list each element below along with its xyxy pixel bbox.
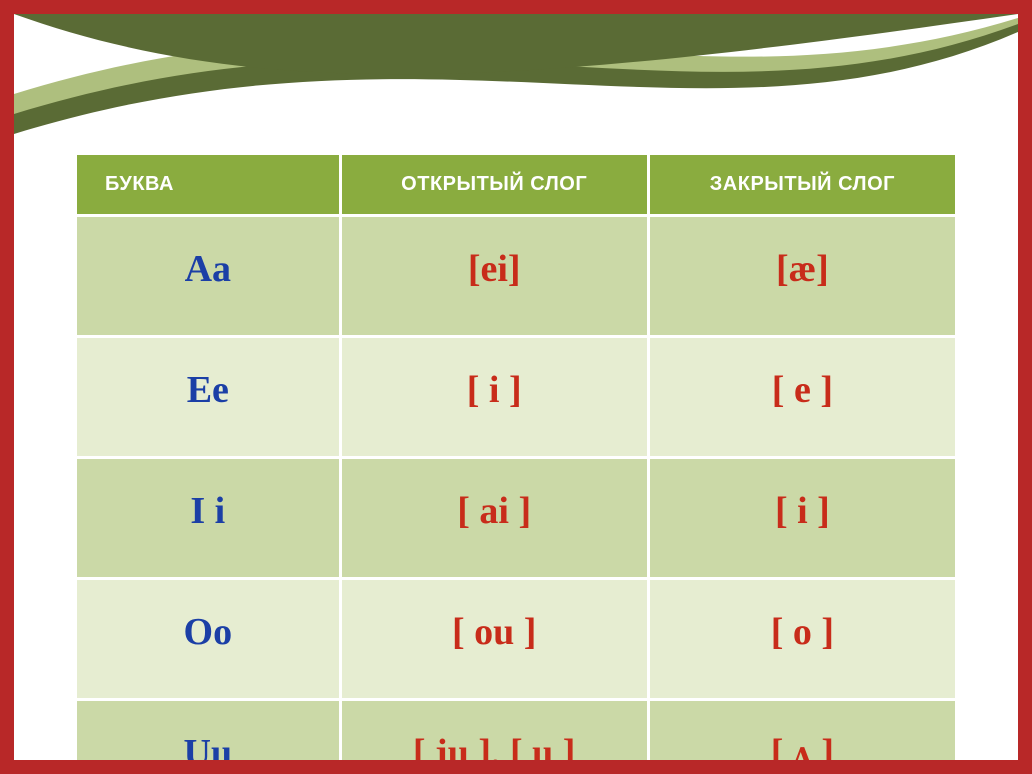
cell-closed: [ ʌ ]: [650, 701, 955, 774]
table-row: Oo [ ou ] [ o ]: [77, 580, 955, 698]
cell-open: [ei]: [342, 217, 647, 335]
col-open: ОТКРЫТЫЙ СЛОГ: [342, 155, 647, 214]
table-row: I i [ ai ] [ i ]: [77, 459, 955, 577]
cell-open: [ i ]: [342, 338, 647, 456]
cell-open: [ ai ]: [342, 459, 647, 577]
cell-letter: Oo: [77, 580, 339, 698]
cell-letter: Uu: [77, 701, 339, 774]
col-closed: ЗАКРЫТЫЙ СЛОГ: [650, 155, 955, 214]
table-row: Aa [ei] [æ]: [77, 217, 955, 335]
cell-open: [ ju ], [ u ]: [342, 701, 647, 774]
table-row: Uu [ ju ], [ u ] [ ʌ ]: [77, 701, 955, 774]
cell-letter: Aa: [77, 217, 339, 335]
col-letter: БУКВА: [77, 155, 339, 214]
cell-open: [ ou ]: [342, 580, 647, 698]
table-header-row: БУКВА ОТКРЫТЫЙ СЛОГ ЗАКРЫТЫЙ СЛОГ: [77, 155, 955, 214]
table-container: БУКВА ОТКРЫТЫЙ СЛОГ ЗАКРЫТЫЙ СЛОГ Aa [ei…: [14, 14, 1018, 774]
cell-closed: [ o ]: [650, 580, 955, 698]
cell-closed: [æ]: [650, 217, 955, 335]
cell-letter: I i: [77, 459, 339, 577]
cell-letter: Ee: [77, 338, 339, 456]
slide-frame: БУКВА ОТКРЫТЫЙ СЛОГ ЗАКРЫТЫЙ СЛОГ Aa [ei…: [0, 0, 1032, 774]
table-row: Ee [ i ] [ e ]: [77, 338, 955, 456]
cell-closed: [ i ]: [650, 459, 955, 577]
phonetics-table: БУКВА ОТКРЫТЫЙ СЛОГ ЗАКРЫТЫЙ СЛОГ Aa [ei…: [74, 152, 958, 774]
cell-closed: [ e ]: [650, 338, 955, 456]
